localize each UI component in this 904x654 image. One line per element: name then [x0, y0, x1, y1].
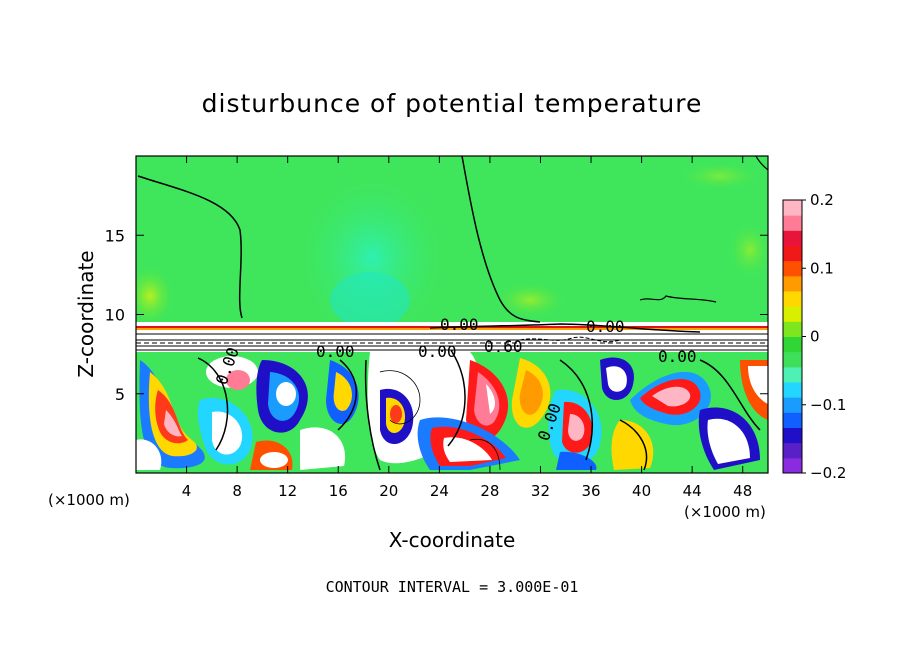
colorbar-segment: [783, 215, 802, 231]
heatmap-field: 0.00 0.00 0.60 0.00 0.00 0.00 0.00 0.00: [136, 156, 768, 473]
colorbar-segment: [783, 397, 802, 413]
colorbar-segment: [783, 260, 802, 277]
x-tick-label: 12: [278, 482, 297, 500]
x-tick-label: 28: [480, 482, 499, 500]
colorbar-segment: [783, 275, 802, 292]
cyan-plume-2: [330, 272, 410, 328]
colorbar: [782, 199, 803, 474]
y-tick-label: 5: [115, 385, 125, 404]
y-axis-label: Z-coordinate: [74, 250, 98, 377]
x-tick-label: 20: [379, 482, 398, 500]
chart-title: disturbunce of potential temperature: [202, 89, 703, 118]
colorbar-segment: [783, 291, 802, 307]
y-tick-label: 15: [105, 226, 125, 245]
colorbar-segment: [783, 200, 802, 216]
colorbar-segment: [783, 321, 802, 337]
contour-label: 0.00: [316, 342, 355, 361]
lime-patch-mid: [494, 282, 566, 318]
colorbar-segment: [783, 336, 802, 353]
y-tick-label: 10: [105, 306, 125, 325]
x-tick-label: 8: [232, 482, 242, 500]
colorbar-segment: [783, 382, 802, 398]
turbulent-eddies: [136, 352, 768, 470]
upper-layer: [136, 156, 768, 328]
x-unit-right: (×1000 m): [684, 503, 766, 521]
x-axis-label: X-coordinate: [389, 528, 516, 552]
x-axis-ticks: 4 8 12 16 20 24 28 32 36 40 44 48: [182, 156, 752, 500]
colorbar-tick-label: −0.1: [810, 396, 846, 414]
x-tick-label: 48: [733, 482, 752, 500]
colorbar-segment: [783, 245, 802, 262]
contour-label: 0.00: [658, 347, 697, 366]
lime-patch-right: [728, 222, 768, 278]
y-axis-ticks: 5 10 15: [105, 226, 768, 404]
colorbar-tick-label: 0: [810, 328, 820, 346]
contour-label: 0.00: [586, 317, 625, 336]
colorbar-segment: [783, 427, 802, 444]
colorbar-segment: [783, 457, 802, 474]
colorbar-tick-label: 0.2: [810, 191, 834, 209]
x-tick-label: 4: [182, 482, 192, 500]
contour-interval-note: CONTOUR INTERVAL = 3.000E-01: [326, 578, 579, 596]
x-tick-label: 44: [683, 482, 702, 500]
contour-lines: [136, 156, 768, 471]
colorbar-segment: [783, 412, 802, 428]
x-tick-label: 16: [329, 482, 348, 500]
colorbar-segment: [783, 442, 802, 459]
x-tick-label: 32: [531, 482, 550, 500]
colorbar-segment: [783, 351, 802, 368]
x-tick-label: 36: [581, 482, 600, 500]
colorbar-segment: [783, 366, 802, 383]
colorbar-tick-label: 0.1: [810, 259, 834, 277]
lime-patch-top: [680, 162, 760, 190]
x-tick-label: 40: [632, 482, 651, 500]
colorbar-tick-label: −0.2: [810, 464, 846, 482]
colorbar-ticks: 0.2 0.1 0 −0.1 −0.2: [802, 191, 846, 482]
x-unit-left: (×1000 m): [48, 491, 130, 509]
colorbar-segment: [783, 230, 802, 246]
contour-label: 0.00: [440, 315, 479, 334]
lime-patch-left: [136, 266, 174, 326]
colorbar-segment: [783, 306, 802, 322]
x-tick-label: 24: [430, 482, 449, 500]
contour-label: 0.00: [418, 342, 457, 361]
contour-label: 0.60: [484, 337, 523, 356]
